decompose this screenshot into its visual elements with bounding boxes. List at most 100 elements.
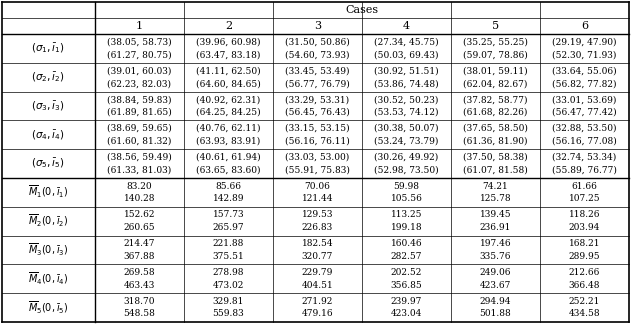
Text: (50.03, 69.43): (50.03, 69.43): [374, 50, 439, 59]
Text: 214.47: 214.47: [124, 239, 155, 248]
Text: (40.76, 62.11): (40.76, 62.11): [196, 124, 261, 133]
Text: (61.27, 80.75): (61.27, 80.75): [107, 50, 172, 59]
Text: 152.62: 152.62: [124, 210, 155, 219]
Text: $(\sigma_2, \bar{\imath}_2)$: $(\sigma_2, \bar{\imath}_2)$: [32, 70, 66, 84]
Text: 239.97: 239.97: [391, 297, 422, 306]
Text: (62.23, 82.03): (62.23, 82.03): [107, 79, 171, 88]
Text: (30.26, 49.92): (30.26, 49.92): [374, 153, 439, 162]
Text: (39.01, 60.03): (39.01, 60.03): [107, 66, 172, 75]
Text: 160.46: 160.46: [391, 239, 422, 248]
Text: 4: 4: [403, 21, 410, 31]
Text: (33.64, 55.06): (33.64, 55.06): [552, 66, 616, 75]
Text: $\overline{M}_3(0, \bar{\imath}_3)$: $\overline{M}_3(0, \bar{\imath}_3)$: [28, 242, 69, 258]
Text: 70.06: 70.06: [304, 181, 330, 191]
Text: (55.89, 76.77): (55.89, 76.77): [552, 166, 617, 174]
Text: (53.24, 73.79): (53.24, 73.79): [374, 137, 439, 145]
Text: (55.91, 75.83): (55.91, 75.83): [285, 166, 350, 174]
Text: 197.46: 197.46: [480, 239, 511, 248]
Text: (64.25, 84.25): (64.25, 84.25): [196, 108, 261, 117]
Text: (40.92, 62.31): (40.92, 62.31): [196, 95, 261, 104]
Text: 548.58: 548.58: [124, 309, 155, 318]
Text: 367.88: 367.88: [124, 252, 155, 261]
Text: $\overline{M}_4(0, \bar{\imath}_4)$: $\overline{M}_4(0, \bar{\imath}_4)$: [28, 271, 69, 287]
Text: (61.07, 81.58): (61.07, 81.58): [463, 166, 528, 174]
Text: (31.50, 50.86): (31.50, 50.86): [285, 38, 350, 47]
Text: (53.53, 74.12): (53.53, 74.12): [374, 108, 439, 117]
Text: 182.54: 182.54: [302, 239, 333, 248]
Text: (56.16, 77.08): (56.16, 77.08): [552, 137, 617, 145]
Text: 5: 5: [492, 21, 499, 31]
Text: $\overline{M}_2(0, \bar{\imath}_2)$: $\overline{M}_2(0, \bar{\imath}_2)$: [28, 213, 69, 229]
Text: 329.81: 329.81: [213, 297, 244, 306]
Text: 252.21: 252.21: [569, 297, 600, 306]
Text: $\overline{M}_1(0, \bar{\imath}_1)$: $\overline{M}_1(0, \bar{\imath}_1)$: [28, 184, 69, 201]
Text: (37.50, 58.38): (37.50, 58.38): [463, 153, 528, 162]
Text: 139.45: 139.45: [480, 210, 511, 219]
Text: (30.38, 50.07): (30.38, 50.07): [374, 124, 439, 133]
Text: (29.19, 47.90): (29.19, 47.90): [552, 38, 616, 47]
Text: 501.88: 501.88: [480, 309, 511, 318]
Text: (40.61, 61.94): (40.61, 61.94): [196, 153, 261, 162]
Text: 202.52: 202.52: [391, 268, 422, 277]
Text: (63.47, 83.18): (63.47, 83.18): [196, 50, 261, 59]
Text: 294.94: 294.94: [480, 297, 511, 306]
Text: 289.95: 289.95: [569, 252, 600, 261]
Text: (33.29, 53.31): (33.29, 53.31): [285, 95, 350, 104]
Text: 463.43: 463.43: [124, 281, 155, 290]
Text: 265.97: 265.97: [213, 223, 244, 232]
Text: 3: 3: [314, 21, 321, 31]
Text: 269.58: 269.58: [124, 268, 155, 277]
Text: 1: 1: [136, 21, 143, 31]
Text: (52.98, 73.50): (52.98, 73.50): [374, 166, 439, 174]
Text: (61.33, 81.03): (61.33, 81.03): [107, 166, 172, 174]
Text: 559.83: 559.83: [213, 309, 244, 318]
Text: 105.56: 105.56: [391, 194, 422, 203]
Text: 229.79: 229.79: [302, 268, 333, 277]
Text: $\overline{M}_5(0, \bar{\imath}_5)$: $\overline{M}_5(0, \bar{\imath}_5)$: [28, 300, 69, 316]
Text: (53.86, 74.48): (53.86, 74.48): [374, 79, 439, 88]
Text: 335.76: 335.76: [480, 252, 511, 261]
Text: 320.77: 320.77: [302, 252, 333, 261]
Text: $(\sigma_5, \bar{\imath}_5)$: $(\sigma_5, \bar{\imath}_5)$: [32, 157, 66, 170]
Text: 6: 6: [581, 21, 588, 31]
Text: 260.65: 260.65: [124, 223, 155, 232]
Text: 118.26: 118.26: [569, 210, 600, 219]
Text: (38.84, 59.83): (38.84, 59.83): [107, 95, 172, 104]
Text: (64.60, 84.65): (64.60, 84.65): [196, 79, 261, 88]
Text: (41.11, 62.50): (41.11, 62.50): [196, 66, 261, 75]
Text: 74.21: 74.21: [483, 181, 509, 191]
Text: 479.16: 479.16: [302, 309, 333, 318]
Text: (33.01, 53.69): (33.01, 53.69): [552, 95, 616, 104]
Text: (56.16, 76.11): (56.16, 76.11): [285, 137, 350, 145]
Text: 366.48: 366.48: [569, 281, 600, 290]
Text: 221.88: 221.88: [213, 239, 244, 248]
Text: 107.25: 107.25: [569, 194, 600, 203]
Text: 236.91: 236.91: [480, 223, 511, 232]
Text: (62.04, 82.67): (62.04, 82.67): [463, 79, 528, 88]
Text: (56.77, 76.79): (56.77, 76.79): [285, 79, 350, 88]
Text: (63.65, 83.60): (63.65, 83.60): [196, 166, 261, 174]
Text: 140.28: 140.28: [124, 194, 155, 203]
Text: (38.56, 59.49): (38.56, 59.49): [107, 153, 172, 162]
Text: $(\sigma_1, \bar{\imath}_1)$: $(\sigma_1, \bar{\imath}_1)$: [32, 41, 66, 55]
Text: (38.05, 58.73): (38.05, 58.73): [107, 38, 172, 47]
Text: 168.21: 168.21: [569, 239, 600, 248]
Text: (56.82, 77.82): (56.82, 77.82): [552, 79, 616, 88]
Text: 157.73: 157.73: [213, 210, 244, 219]
Text: (61.36, 81.90): (61.36, 81.90): [463, 137, 528, 145]
Text: (59.07, 78.86): (59.07, 78.86): [463, 50, 528, 59]
Text: 375.51: 375.51: [213, 252, 244, 261]
Text: (37.65, 58.50): (37.65, 58.50): [463, 124, 528, 133]
Text: (30.92, 51.51): (30.92, 51.51): [374, 66, 439, 75]
Text: (61.60, 81.32): (61.60, 81.32): [107, 137, 172, 145]
Text: 199.18: 199.18: [391, 223, 422, 232]
Text: (61.89, 81.65): (61.89, 81.65): [107, 108, 172, 117]
Text: 142.89: 142.89: [213, 194, 244, 203]
Text: (38.69, 59.65): (38.69, 59.65): [107, 124, 172, 133]
Text: 125.78: 125.78: [480, 194, 511, 203]
Text: Cases: Cases: [345, 5, 379, 15]
Text: 203.94: 203.94: [569, 223, 600, 232]
Text: (61.68, 82.26): (61.68, 82.26): [463, 108, 528, 117]
Text: 473.02: 473.02: [213, 281, 244, 290]
Text: 129.53: 129.53: [302, 210, 333, 219]
